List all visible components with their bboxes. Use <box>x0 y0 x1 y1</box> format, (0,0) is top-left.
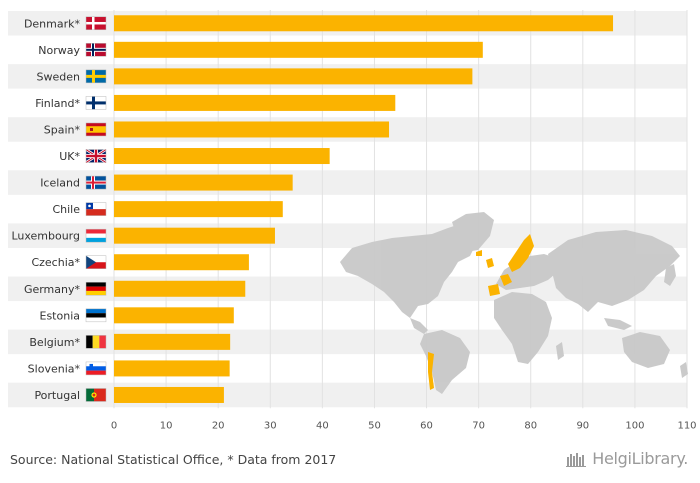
highlighted-countries <box>428 234 534 390</box>
highlighted-country <box>500 274 512 286</box>
czechia-flag <box>85 255 107 269</box>
x-tick-label: 20 <box>212 420 225 431</box>
land-shape <box>494 292 552 364</box>
land-shape <box>680 362 688 378</box>
bar[interactable] <box>114 280 246 297</box>
x-tick-label: 40 <box>316 420 329 431</box>
category-label: Spain* <box>44 123 81 136</box>
bar[interactable] <box>114 174 293 191</box>
uk-flag <box>85 148 107 164</box>
row-band <box>8 329 687 355</box>
category-label: Iceland <box>40 177 80 190</box>
portugal-flag <box>85 388 107 402</box>
bar[interactable] <box>114 41 483 58</box>
slovenia-flag <box>85 361 107 376</box>
bar[interactable] <box>114 94 396 111</box>
bars <box>114 15 614 403</box>
estonia-flag <box>85 308 107 323</box>
chile-flag <box>85 202 107 216</box>
land-shape <box>622 332 670 368</box>
category-label: Finland* <box>35 97 80 110</box>
bar[interactable] <box>114 333 231 350</box>
land-shape <box>452 212 494 252</box>
category-labels: Denmark* Norway Sweden Finland* Spain* UK* Ice… <box>11 17 80 402</box>
x-tick-label: 60 <box>420 420 433 431</box>
category-label: Slovenia* <box>28 362 81 375</box>
highlighted-country <box>486 258 494 268</box>
spain-flag <box>85 122 107 137</box>
highlighted-country <box>508 234 534 272</box>
bar[interactable] <box>114 254 249 271</box>
norway-flag <box>85 43 107 57</box>
luxembourg-flag <box>85 228 107 243</box>
land-shape <box>548 230 680 312</box>
iceland-flag <box>85 175 107 190</box>
category-label: Sweden <box>37 70 80 83</box>
denmark-flag <box>85 16 107 31</box>
library-icon <box>566 452 587 467</box>
category-label: Germany* <box>24 283 81 296</box>
x-tick-label: 80 <box>524 420 537 431</box>
land-shape <box>556 342 564 360</box>
bar[interactable] <box>114 360 230 377</box>
x-tick-label: 100 <box>625 420 644 431</box>
category-label: Belgium* <box>29 336 80 349</box>
brand-logo[interactable]: HelgiLibrary. <box>566 449 688 468</box>
bar-chart: Denmark* Norway Sweden Finland* Spain* UK* Ice… <box>8 10 697 431</box>
land-shape <box>410 318 428 334</box>
x-tick-label: 70 <box>472 420 485 431</box>
x-tick-label: 50 <box>368 420 381 431</box>
highlighted-country <box>428 352 434 390</box>
brand-name: HelgiLibrary. <box>592 449 688 468</box>
category-label: Chile <box>52 203 80 216</box>
land-shape <box>340 224 476 318</box>
row-band <box>8 170 687 195</box>
x-tick-label: 0 <box>111 420 117 431</box>
land-shape <box>496 254 560 290</box>
x-tick-label: 30 <box>264 420 277 431</box>
bar[interactable] <box>114 121 390 138</box>
bar[interactable] <box>114 307 234 324</box>
chart-area: Denmark* Norway Sweden Finland* Spain* UK* Ice… <box>8 10 697 431</box>
x-tick-label: 90 <box>576 420 589 431</box>
finland-flag <box>85 96 107 110</box>
sweden-flag <box>85 69 107 84</box>
bar[interactable] <box>114 148 330 165</box>
bar[interactable] <box>114 15 614 32</box>
category-label: Denmark* <box>24 17 81 30</box>
category-label: UK* <box>59 150 80 163</box>
land-shape <box>420 330 470 394</box>
source-note: Source: National Statistical Office, * D… <box>10 452 337 467</box>
category-label: Portugal <box>34 389 80 402</box>
bar[interactable] <box>114 227 275 244</box>
x-tick-label: 110 <box>677 420 696 431</box>
highlighted-country <box>476 250 482 256</box>
land-shape <box>604 318 632 330</box>
category-label: Norway <box>38 44 80 57</box>
germany-flag <box>85 282 107 296</box>
row-band <box>8 382 687 408</box>
category-label: Luxembourg <box>11 230 80 243</box>
bar[interactable] <box>114 68 473 85</box>
land-shape <box>664 264 676 286</box>
x-axis: 0 10 20 30 40 50 60 70 80 90 100 110 <box>111 420 697 431</box>
world-map <box>340 212 688 394</box>
category-label: Czechia* <box>31 256 80 269</box>
bar[interactable] <box>114 201 283 218</box>
bar[interactable] <box>114 386 224 403</box>
category-label: Estonia <box>40 309 81 322</box>
highlighted-country <box>488 284 500 296</box>
x-tick-label: 10 <box>160 420 173 431</box>
belgium-flag <box>85 335 107 349</box>
